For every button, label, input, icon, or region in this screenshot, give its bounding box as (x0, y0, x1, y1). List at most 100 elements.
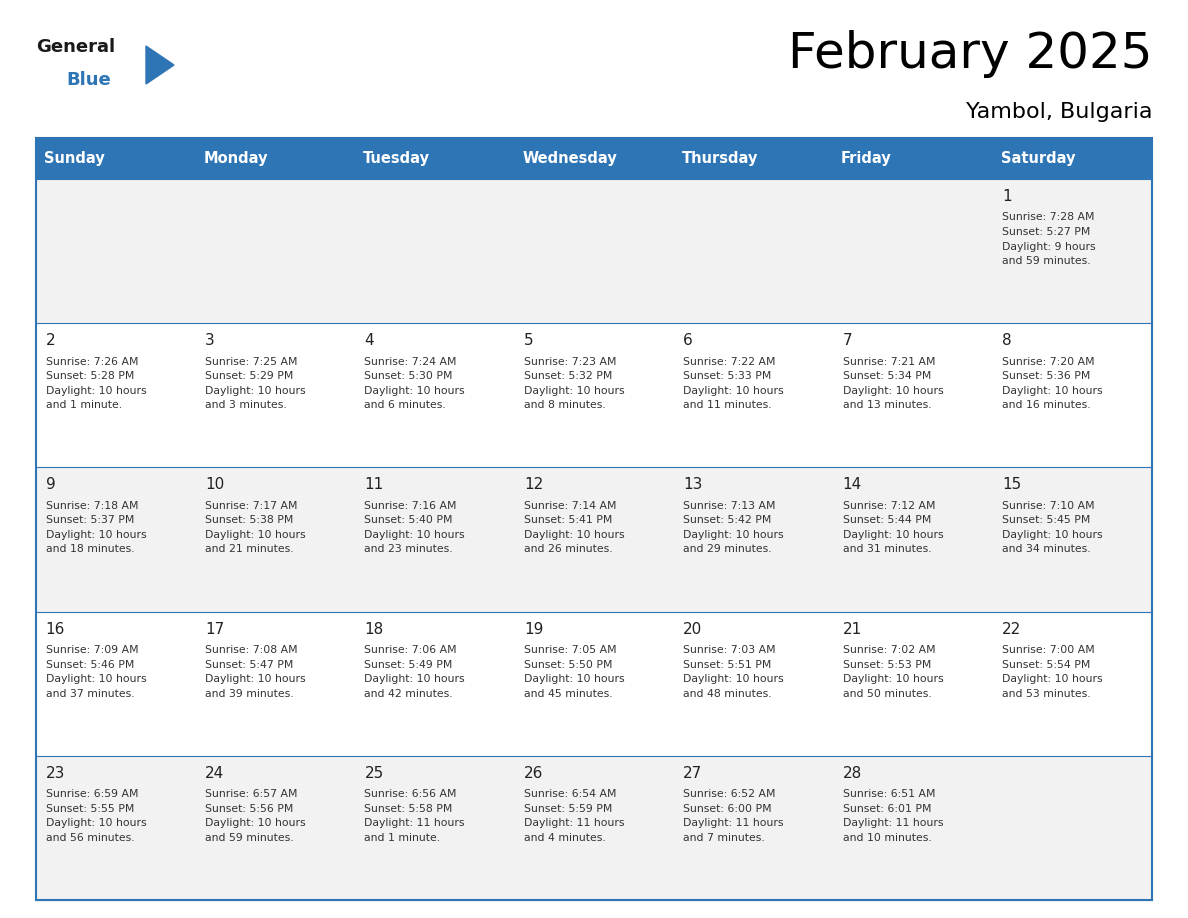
Text: Daylight: 10 hours: Daylight: 10 hours (365, 386, 465, 396)
Text: 3: 3 (206, 333, 215, 348)
Text: and 59 minutes.: and 59 minutes. (206, 833, 293, 843)
Text: 28: 28 (842, 766, 862, 781)
Text: Sunrise: 7:12 AM: Sunrise: 7:12 AM (842, 501, 935, 511)
Bar (992, 756, 1152, 900)
Text: Daylight: 11 hours: Daylight: 11 hours (524, 818, 625, 828)
Text: Daylight: 10 hours: Daylight: 10 hours (365, 530, 465, 540)
Text: and 13 minutes.: and 13 minutes. (842, 400, 931, 410)
Text: Sunrise: 7:03 AM: Sunrise: 7:03 AM (683, 645, 776, 655)
Bar (36, 138, 1152, 900)
Text: and 3 minutes.: and 3 minutes. (206, 400, 286, 410)
Text: Sunset: 5:49 PM: Sunset: 5:49 PM (365, 660, 453, 669)
Text: Sunrise: 7:02 AM: Sunrise: 7:02 AM (842, 645, 935, 655)
Text: Sunset: 5:37 PM: Sunset: 5:37 PM (45, 515, 134, 525)
Bar (992, 179, 1152, 323)
Bar (355, 138, 514, 179)
Bar (36, 756, 196, 900)
Text: and 56 minutes.: and 56 minutes. (45, 833, 134, 843)
Text: 18: 18 (365, 621, 384, 636)
Bar (514, 323, 674, 467)
Text: Sunset: 5:58 PM: Sunset: 5:58 PM (365, 804, 453, 813)
Text: Sunset: 5:28 PM: Sunset: 5:28 PM (45, 371, 134, 381)
Text: Sunset: 5:51 PM: Sunset: 5:51 PM (683, 660, 772, 669)
Bar (674, 179, 833, 323)
Text: and 59 minutes.: and 59 minutes. (1003, 256, 1091, 266)
Text: Sunrise: 7:26 AM: Sunrise: 7:26 AM (45, 357, 138, 366)
Text: Sunrise: 6:51 AM: Sunrise: 6:51 AM (842, 789, 935, 800)
Bar (674, 611, 833, 756)
Text: and 53 minutes.: and 53 minutes. (1003, 688, 1091, 699)
Text: Daylight: 10 hours: Daylight: 10 hours (842, 386, 943, 396)
Text: Sunset: 5:27 PM: Sunset: 5:27 PM (1003, 227, 1091, 237)
Text: and 45 minutes.: and 45 minutes. (524, 688, 613, 699)
Text: Sunset: 5:40 PM: Sunset: 5:40 PM (365, 515, 453, 525)
Text: Sunset: 5:34 PM: Sunset: 5:34 PM (842, 371, 931, 381)
Text: Sunrise: 7:09 AM: Sunrise: 7:09 AM (45, 645, 138, 655)
Bar (514, 138, 674, 179)
Text: Daylight: 10 hours: Daylight: 10 hours (45, 530, 146, 540)
Bar (674, 467, 833, 611)
Text: and 39 minutes.: and 39 minutes. (206, 688, 293, 699)
Text: Sunset: 5:54 PM: Sunset: 5:54 PM (1003, 660, 1091, 669)
Text: Sunset: 6:01 PM: Sunset: 6:01 PM (842, 804, 931, 813)
Text: 24: 24 (206, 766, 225, 781)
Bar (36, 323, 196, 467)
Bar (833, 323, 992, 467)
Text: 10: 10 (206, 477, 225, 492)
Text: Sunrise: 7:17 AM: Sunrise: 7:17 AM (206, 501, 297, 511)
Bar (833, 756, 992, 900)
Text: 15: 15 (1003, 477, 1022, 492)
Text: and 18 minutes.: and 18 minutes. (45, 544, 134, 554)
Bar (514, 756, 674, 900)
Text: 7: 7 (842, 333, 852, 348)
Bar (36, 138, 196, 179)
Text: and 7 minutes.: and 7 minutes. (683, 833, 765, 843)
Text: 21: 21 (842, 621, 862, 636)
Text: 19: 19 (524, 621, 543, 636)
Text: Daylight: 10 hours: Daylight: 10 hours (1003, 674, 1102, 684)
Text: Sunset: 5:36 PM: Sunset: 5:36 PM (1003, 371, 1091, 381)
Bar (514, 179, 674, 323)
Polygon shape (146, 46, 173, 84)
Text: Daylight: 10 hours: Daylight: 10 hours (683, 530, 784, 540)
Bar (355, 756, 514, 900)
Text: 14: 14 (842, 477, 862, 492)
Bar (196, 467, 355, 611)
Text: 1: 1 (1003, 189, 1012, 204)
Text: Daylight: 10 hours: Daylight: 10 hours (683, 674, 784, 684)
Text: and 8 minutes.: and 8 minutes. (524, 400, 606, 410)
Text: and 11 minutes.: and 11 minutes. (683, 400, 772, 410)
Text: 12: 12 (524, 477, 543, 492)
Text: Sunrise: 7:14 AM: Sunrise: 7:14 AM (524, 501, 617, 511)
Text: Sunrise: 7:05 AM: Sunrise: 7:05 AM (524, 645, 617, 655)
Text: and 37 minutes.: and 37 minutes. (45, 688, 134, 699)
Text: Monday: Monday (203, 151, 268, 166)
Text: Sunrise: 6:52 AM: Sunrise: 6:52 AM (683, 789, 776, 800)
Bar (196, 138, 355, 179)
Text: Sunrise: 7:06 AM: Sunrise: 7:06 AM (365, 645, 457, 655)
Text: Sunset: 5:30 PM: Sunset: 5:30 PM (365, 371, 453, 381)
Text: and 50 minutes.: and 50 minutes. (842, 688, 931, 699)
Bar (514, 467, 674, 611)
Text: Sunset: 5:50 PM: Sunset: 5:50 PM (524, 660, 612, 669)
Text: and 6 minutes.: and 6 minutes. (365, 400, 447, 410)
Text: Sunrise: 6:59 AM: Sunrise: 6:59 AM (45, 789, 138, 800)
Text: Sunset: 5:46 PM: Sunset: 5:46 PM (45, 660, 134, 669)
Text: Sunset: 5:44 PM: Sunset: 5:44 PM (842, 515, 931, 525)
Text: Daylight: 10 hours: Daylight: 10 hours (206, 674, 305, 684)
Text: 26: 26 (524, 766, 543, 781)
Bar (833, 138, 992, 179)
Bar (36, 179, 196, 323)
Text: Sunrise: 7:20 AM: Sunrise: 7:20 AM (1003, 357, 1095, 366)
Text: Sunset: 5:45 PM: Sunset: 5:45 PM (1003, 515, 1091, 525)
Text: General: General (36, 38, 115, 56)
Text: Tuesday: Tuesday (362, 151, 430, 166)
Text: Sunset: 5:33 PM: Sunset: 5:33 PM (683, 371, 772, 381)
Text: Daylight: 10 hours: Daylight: 10 hours (1003, 386, 1102, 396)
Text: 13: 13 (683, 477, 702, 492)
Bar (196, 323, 355, 467)
Bar (196, 179, 355, 323)
Text: and 10 minutes.: and 10 minutes. (842, 833, 931, 843)
Text: 5: 5 (524, 333, 533, 348)
Text: Sunrise: 7:10 AM: Sunrise: 7:10 AM (1003, 501, 1095, 511)
